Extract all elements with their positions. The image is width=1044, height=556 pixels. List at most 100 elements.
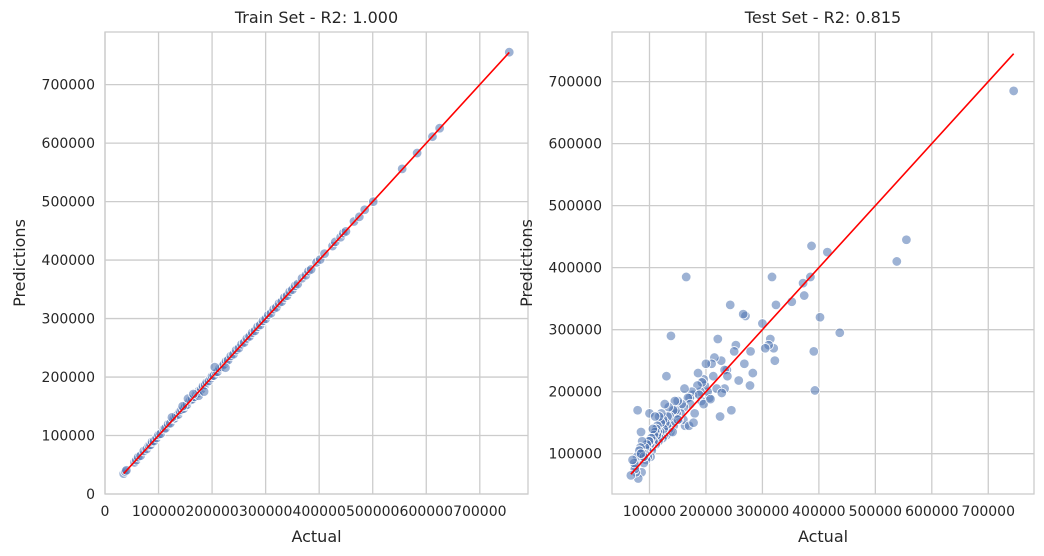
train-ytick-label: 200000 [42, 370, 95, 386]
test-data-point [901, 234, 912, 245]
test-data-point [733, 375, 744, 386]
train-ylabel: Predictions [10, 219, 29, 307]
test-data-point [814, 312, 826, 323]
test-ytick-label: 400000 [549, 261, 602, 277]
test-data-point [738, 308, 749, 320]
test-data-point [632, 405, 643, 416]
train-ticks: 0 100000 200000 300000 400000 500000 600000 700… [42, 78, 507, 520]
train-xtick-label: 500000 [346, 504, 399, 520]
test-data-point [705, 393, 716, 405]
train-title: Train Set - R2: 1.000 [234, 8, 398, 27]
test-data-point [891, 256, 902, 267]
train-xtick-label: 200000 [185, 504, 238, 520]
test-data-point [770, 299, 782, 311]
train-data-point [188, 388, 199, 400]
train-ytick-label: 400000 [42, 253, 95, 269]
train-ytick-label: 700000 [42, 78, 95, 94]
test-fit-line [630, 53, 1015, 475]
test-fit-line-group [630, 53, 1015, 475]
train-xtick-label: 700000 [453, 504, 506, 520]
test-ytick-label: 200000 [549, 385, 602, 401]
test-data-point [714, 411, 726, 422]
train-ytick-label: 600000 [42, 136, 95, 152]
test-ytick-label: 600000 [549, 137, 602, 153]
test-data-point [744, 380, 756, 391]
test-xtick-label: 200000 [679, 504, 732, 520]
test-data-point [745, 346, 756, 357]
test-data-point [726, 405, 737, 416]
test-data-point [689, 408, 700, 419]
test-xtick-label: 400000 [792, 504, 845, 520]
train-axes-frame [104, 31, 529, 495]
test-grid [612, 32, 1034, 494]
test-data-point [739, 358, 750, 369]
test-xlabel: Actual [798, 527, 848, 546]
train-panel: 0 100000 200000 300000 400000 500000 600000 700… [10, 8, 529, 546]
test-data-point [747, 367, 759, 379]
train-xtick-label: 0 [101, 504, 110, 520]
test-data-point [806, 240, 817, 252]
test-ytick-label: 700000 [549, 75, 602, 91]
test-data-point [769, 355, 781, 366]
test-xtick-label: 300000 [736, 504, 789, 520]
test-ylabel: Predictions [517, 219, 536, 307]
test-data-point [798, 290, 810, 301]
train-data-point [220, 362, 231, 373]
test-data-point [760, 343, 771, 354]
train-ytick-label: 0 [86, 487, 95, 503]
test-ytick-label: 300000 [549, 323, 602, 339]
test-data-point [692, 367, 704, 379]
test-data-point [766, 271, 778, 283]
test-data-point [661, 370, 672, 382]
test-frame [611, 31, 1035, 495]
train-xlabel: Actual [291, 527, 341, 546]
test-data-point [680, 271, 692, 283]
test-data-point [649, 411, 661, 422]
train-xtick-label: 400000 [292, 504, 345, 520]
test-data-point [647, 423, 659, 435]
test-data-point [688, 417, 699, 428]
test-data-point [725, 299, 736, 311]
test-data-point [708, 370, 719, 382]
train-ytick-label: 500000 [42, 195, 95, 211]
test-data-point [797, 277, 809, 289]
train-xtick-label: 600000 [400, 504, 453, 520]
test-data-point [672, 414, 683, 425]
test-data-point [659, 398, 670, 410]
test-xtick-label: 700000 [962, 504, 1015, 520]
test-data-point [625, 470, 637, 481]
train-ytick-label: 100000 [42, 429, 95, 445]
test-data-point [1008, 85, 1019, 97]
test-data-point [716, 387, 727, 399]
test-ticks: 100000 200000 300000 400000 500000 600000 7000… [549, 75, 1015, 520]
train-data-point [209, 361, 220, 373]
test-data-point [712, 333, 724, 345]
test-data-point [679, 383, 690, 394]
train-frame [104, 31, 529, 495]
train-data-point [166, 412, 178, 423]
train-ytick-label: 300000 [42, 312, 95, 328]
train-fit-line [123, 51, 510, 475]
test-ytick-label: 500000 [549, 199, 602, 215]
test-data-point [722, 370, 733, 382]
train-data-point [177, 401, 188, 412]
train-fit-line-group [123, 51, 510, 475]
test-data-point [834, 327, 845, 338]
test-axes-frame [611, 31, 1035, 495]
test-xtick-label: 100000 [623, 504, 676, 520]
test-data-point [728, 346, 740, 357]
test-data-point [700, 358, 712, 369]
test-ytick-label: 100000 [549, 447, 602, 463]
test-data-point [627, 454, 638, 466]
test-data-point [665, 330, 677, 342]
test-data-point [808, 346, 819, 357]
test-data-point [809, 385, 821, 396]
test-data-point [635, 426, 647, 438]
test-xtick-label: 500000 [849, 504, 902, 520]
test-xtick-label: 600000 [905, 504, 958, 520]
test-panel: 100000 200000 300000 400000 500000 600000 7000… [517, 8, 1035, 546]
test-data-point [635, 448, 647, 459]
train-xtick-label: 300000 [239, 504, 292, 520]
